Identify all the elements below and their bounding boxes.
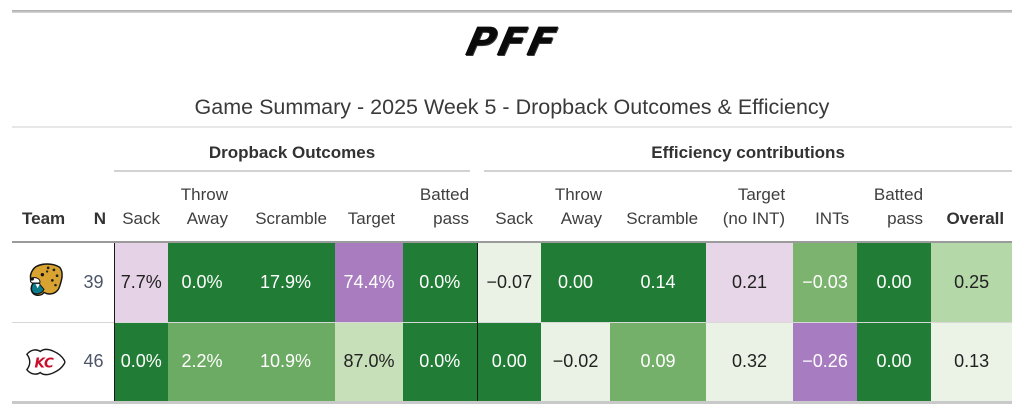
col-header-team: Team — [12, 172, 74, 243]
group-label-outcomes: Dropback Outcomes — [114, 143, 471, 172]
cell-eff-sack: −0.07 — [476, 242, 542, 322]
col-header-outcome-throw-away: Throw Away — [168, 172, 236, 243]
top-divider — [12, 10, 1012, 13]
pff-logo: PFF — [461, 20, 563, 65]
cell-eff-batted-pass: 0.00 — [857, 242, 932, 322]
cell-eff-throw-away: −0.02 — [541, 321, 611, 404]
cell-eff-ints: −0.03 — [793, 242, 858, 322]
cell-outcome-target: 87.0% — [335, 321, 403, 404]
svg-text:KC: KC — [35, 356, 55, 371]
col-header-eff-target-no-int: Target (no INT) — [706, 172, 794, 243]
cell-outcome-target: 74.4% — [335, 242, 403, 322]
col-header-overall: Overall — [931, 172, 1013, 243]
cell-overall: 0.13 — [931, 321, 1013, 404]
group-header-efficiency-contributions: Efficiency contributions — [477, 132, 1013, 172]
table-row-jaguars: 39 7.7% 0.0% 17.9% 74.4% 0.0% −0.07 0.00… — [12, 242, 1013, 322]
jaguars-logo — [29, 263, 63, 297]
group-header-row: Dropback Outcomes Efficiency contributio… — [12, 132, 1013, 172]
group-label-efficiency: Efficiency contributions — [484, 143, 1013, 172]
dropback-summary-table: Dropback Outcomes Efficiency contributio… — [12, 132, 1013, 404]
team-cell-jaguars — [12, 242, 74, 322]
n-cell: 39 — [74, 242, 114, 322]
page-title: Game Summary - 2025 Week 5 - Dropback Ou… — [194, 95, 830, 119]
col-header-outcome-sack: Sack — [114, 172, 168, 243]
cell-eff-batted-pass: 0.00 — [857, 321, 932, 404]
cell-eff-scramble: 0.14 — [610, 242, 707, 322]
cell-eff-scramble: 0.09 — [610, 321, 707, 404]
team-cell-chiefs: KC — [12, 321, 74, 404]
title-divider — [12, 126, 1012, 128]
cell-outcome-scramble: 17.9% — [236, 242, 335, 322]
col-header-eff-sack: Sack — [477, 172, 542, 243]
cell-eff-throw-away: 0.00 — [541, 242, 611, 322]
table-row-chiefs: KC 46 0.0% 2.2% 10.9% 87.0% 0.0% 0.00 −0… — [12, 321, 1013, 404]
cell-eff-target-no-int: 0.32 — [706, 321, 794, 404]
group-header-dropback-outcomes: Dropback Outcomes — [114, 132, 477, 172]
cell-eff-target-no-int: 0.21 — [706, 242, 794, 322]
n-cell: 46 — [74, 321, 114, 404]
logo-area: PFF — [0, 20, 1024, 65]
col-header-eff-batted-pass: Batted pass — [857, 172, 932, 243]
chiefs-logo: KC — [25, 348, 66, 375]
col-header-eff-ints: INTs — [793, 172, 858, 243]
group-header-spacer — [12, 132, 114, 172]
cell-outcome-sack: 0.0% — [113, 321, 168, 404]
col-header-eff-scramble: Scramble — [610, 172, 707, 243]
cell-outcome-batted-pass: 0.0% — [403, 242, 478, 322]
cell-outcome-throw-away: 2.2% — [168, 321, 236, 404]
cell-outcome-scramble: 10.9% — [236, 321, 335, 404]
cell-overall: 0.25 — [931, 242, 1013, 322]
col-header-outcome-batted-pass: Batted pass — [403, 172, 478, 243]
cell-outcome-sack: 7.7% — [113, 242, 168, 322]
col-header-n: N — [74, 172, 114, 243]
col-header-outcome-scramble: Scramble — [236, 172, 335, 243]
cell-eff-ints: −0.26 — [793, 321, 858, 404]
col-header-eff-throw-away: Throw Away — [541, 172, 611, 243]
cell-eff-sack: 0.00 — [476, 321, 542, 404]
cell-outcome-batted-pass: 0.0% — [403, 321, 478, 404]
cell-outcome-throw-away: 0.0% — [168, 242, 236, 322]
column-header-row: Team N Sack Throw Away Scramble Target Ba… — [12, 172, 1013, 243]
col-header-outcome-target: Target — [335, 172, 403, 243]
